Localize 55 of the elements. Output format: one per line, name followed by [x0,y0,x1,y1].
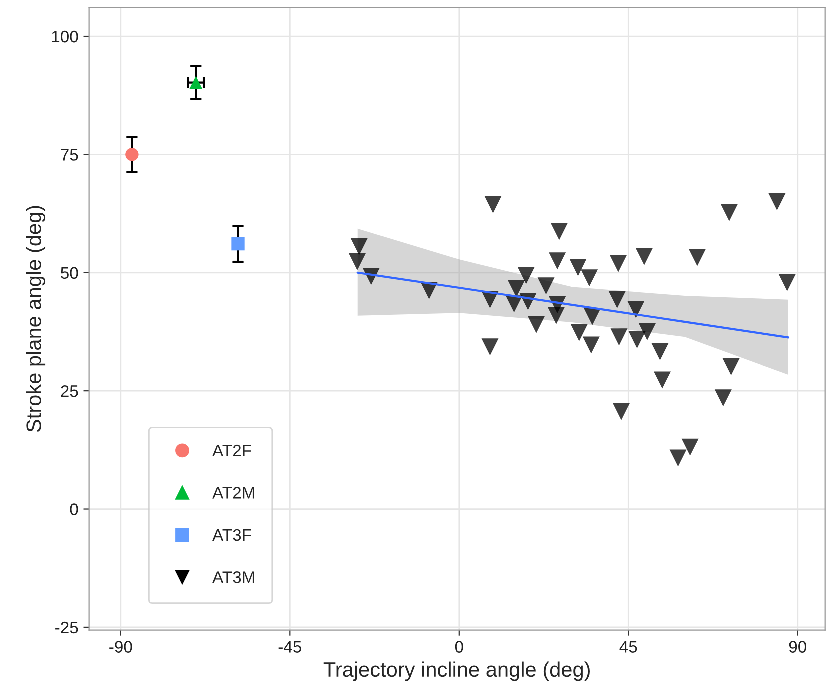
point [636,248,653,266]
x-tick-label: -90 [110,641,132,653]
point [508,280,526,298]
point [778,274,796,292]
point [652,343,669,360]
point [610,255,627,272]
line-series [356,272,790,339]
point [570,259,587,276]
y-tick-label: 25 [61,385,78,398]
point [538,278,555,295]
point [582,336,600,354]
point [638,323,656,340]
y-tick-label: 0 [70,504,78,516]
legend-label: AT2M [212,487,254,499]
point [768,193,786,210]
point [610,328,628,346]
point [484,196,502,214]
legend-label: AT2F [212,444,252,457]
point [688,249,706,266]
point [126,148,139,162]
legend-label: AT3F [212,529,252,542]
y-axis-title: Stroke plane angle (deg) [26,206,46,432]
point [232,237,245,251]
point [628,332,646,349]
point [722,358,740,376]
point [482,338,499,356]
legend-label: AT3M [212,572,254,584]
point [348,254,366,271]
point [654,372,671,389]
x-tick-label: 0 [455,641,464,653]
point [549,252,566,270]
point [584,308,602,326]
point [720,204,738,222]
point [612,403,630,420]
point [682,438,699,456]
point [190,76,203,90]
point [528,316,546,334]
point [628,301,645,318]
point [350,238,368,256]
x-tick-label: 90 [789,641,807,653]
point [714,390,732,407]
y-tick-label: 50 [61,267,78,280]
y-tick-label: 75 [61,149,78,161]
point [570,324,588,342]
x-tick-label: -45 [278,641,302,653]
x-tick-label: 45 [620,641,638,653]
y-tick-label: 100 [52,30,78,43]
point [608,291,626,308]
point [581,270,598,287]
point [518,267,535,284]
point [550,223,568,240]
y-tick-label: -25 [56,622,78,634]
point [548,307,565,324]
point [670,450,687,467]
x-axis-title: Trajectory incline angle (deg) [324,662,590,682]
